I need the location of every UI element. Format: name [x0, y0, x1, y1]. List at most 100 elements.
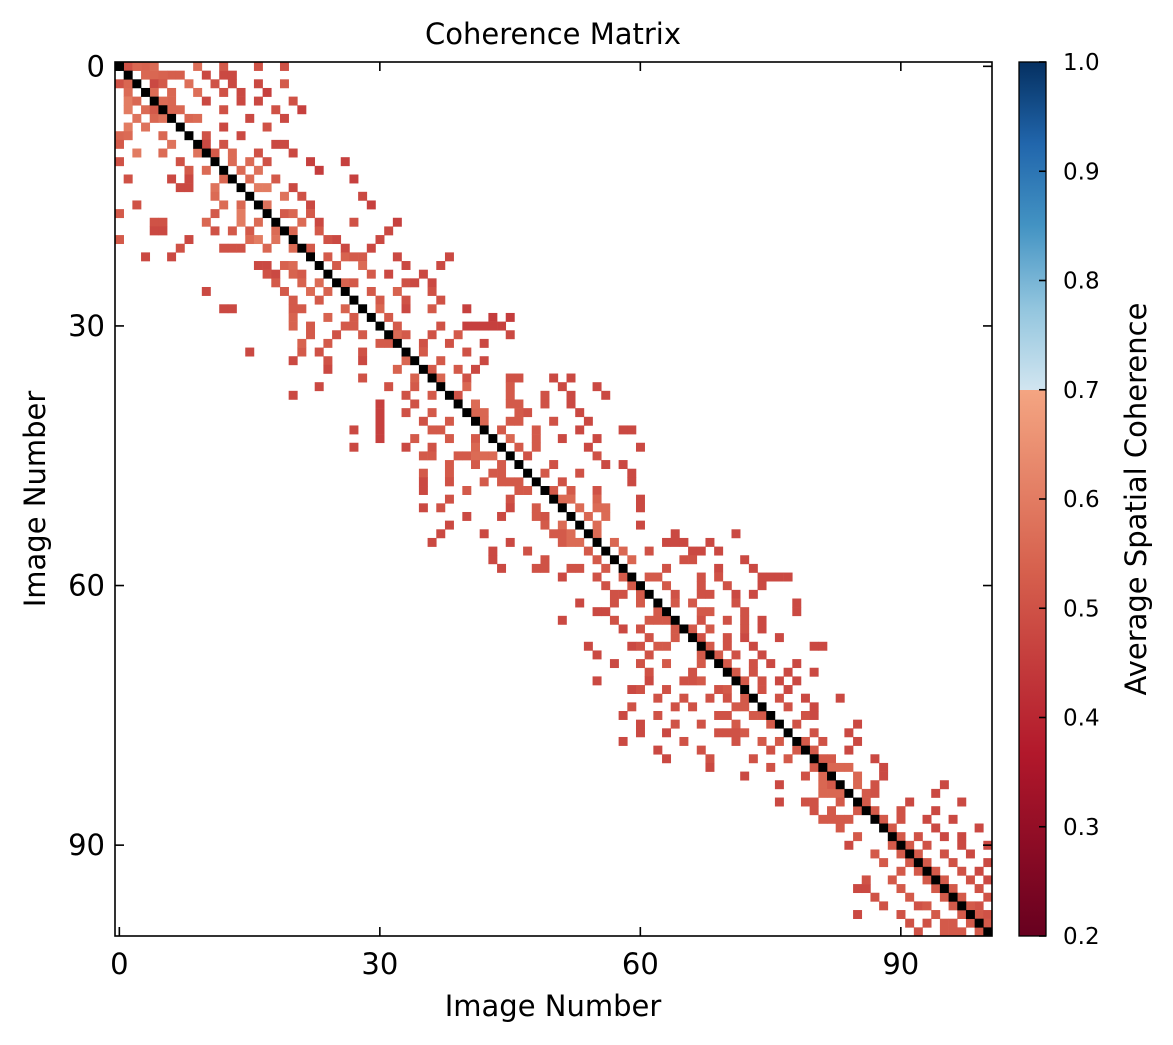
diagonal-cell: [983, 927, 993, 937]
heatmap-cell: [471, 364, 480, 374]
diagonal-cell: [253, 200, 263, 210]
heatmap-cell: [722, 641, 732, 651]
heatmap-cell: [288, 356, 298, 366]
heatmap-cell: [227, 157, 237, 167]
heatmap-cell: [462, 347, 472, 357]
heatmap-cell: [913, 832, 923, 842]
heatmap-cell: [722, 693, 732, 703]
heatmap-cell: [141, 252, 151, 262]
heatmap-cell: [835, 797, 845, 807]
heatmap-cell: [853, 719, 863, 729]
heatmap-cell: [948, 901, 958, 911]
heatmap-cell: [818, 780, 828, 790]
heatmap-cell: [497, 425, 507, 435]
heatmap-cell: [384, 269, 394, 279]
heatmap-cell: [722, 728, 732, 738]
heatmap-cell: [557, 572, 567, 582]
heatmap-cell: [601, 581, 611, 591]
heatmap-cell: [297, 347, 307, 357]
heatmap-cell: [566, 537, 576, 547]
heatmap-cell: [514, 486, 524, 495]
heatmap-cell: [201, 131, 211, 141]
heatmap-cell: [375, 235, 385, 245]
heatmap-cell: [375, 425, 385, 435]
diagonal-cell: [835, 780, 845, 790]
heatmap-cell: [774, 797, 784, 807]
heatmap-cell: [349, 442, 359, 452]
diagonal-cell: [227, 174, 237, 184]
diagonal-cell: [167, 113, 177, 123]
heatmap-cell: [896, 866, 906, 876]
heatmap-cell: [253, 183, 263, 193]
heatmap-cell: [306, 243, 316, 253]
heatmap-cell: [418, 486, 428, 495]
diagonal-cell: [462, 408, 472, 418]
heatmap-cell: [531, 503, 541, 513]
heatmap-cell: [236, 165, 246, 175]
heatmap-cell: [592, 451, 602, 461]
heatmap-cell: [141, 62, 151, 71]
heatmap-cell: [288, 261, 298, 270]
heatmap-cell: [948, 858, 958, 868]
heatmap-cell: [540, 399, 550, 409]
colorbar-label: Average Spatial Coherence: [1119, 303, 1153, 696]
diagonal-cell: [306, 252, 316, 262]
y-axis-label: Image Number: [18, 391, 52, 608]
heatmap-cell: [444, 338, 454, 348]
heatmap-cell: [931, 788, 941, 798]
heatmap-cell: [879, 762, 889, 772]
heatmap-cell: [800, 711, 810, 720]
colorbar-tick-label: 0.8: [1063, 269, 1100, 295]
heatmap-cell: [835, 762, 845, 772]
heatmap-cell: [540, 563, 550, 573]
heatmap-cell: [827, 754, 836, 764]
heatmap-cell: [809, 667, 819, 677]
heatmap-cell: [670, 598, 680, 608]
heatmap-cell: [436, 425, 446, 435]
heatmap-cell: [748, 711, 758, 720]
diagonal-cell: [662, 607, 672, 617]
heatmap-cell: [436, 321, 446, 331]
heatmap-cell: [245, 174, 255, 184]
heatmap-cell: [983, 910, 993, 919]
heatmap-cell: [453, 390, 463, 400]
heatmap-cell: [306, 330, 316, 340]
heatmap-cell: [957, 797, 967, 807]
heatmap-cell: [792, 719, 802, 729]
heatmap-cell: [627, 641, 637, 651]
heatmap-cell: [783, 702, 793, 712]
diagonal-cell: [497, 442, 507, 452]
heatmap-cell: [818, 641, 828, 651]
heatmap-cell: [800, 736, 810, 746]
heatmap-cell: [731, 667, 741, 677]
x-tick-label: 60: [622, 947, 659, 981]
heatmap-cell: [896, 884, 906, 894]
heatmap-cell: [670, 589, 680, 599]
x-tick-label: 90: [882, 947, 919, 981]
heatmap-cell: [566, 373, 576, 383]
heatmap-cell: [566, 563, 576, 573]
heatmap-cell: [175, 70, 185, 80]
diagonal-cell: [731, 676, 741, 686]
heatmap-cell: [149, 79, 159, 89]
heatmap-cell: [410, 399, 420, 409]
heatmap-cell: [418, 416, 428, 426]
heatmap-cell: [957, 840, 967, 850]
heatmap-cell: [766, 572, 776, 582]
heatmap-cell: [583, 416, 593, 426]
heatmap-cell: [123, 79, 133, 89]
heatmap-cell: [392, 330, 402, 340]
heatmap-cell: [662, 659, 672, 669]
heatmap-cell: [505, 416, 515, 426]
diagonal-cell: [870, 814, 880, 824]
y-tick-label: 60: [68, 569, 105, 603]
heatmap-cell: [662, 641, 672, 651]
heatmap-cell: [757, 581, 767, 591]
heatmap-cell: [653, 572, 663, 582]
heatmap-cell: [853, 780, 863, 790]
heatmap-cell: [427, 390, 437, 400]
heatmap-cell: [861, 875, 871, 885]
heatmap-cell: [618, 624, 628, 634]
heatmap-cell: [957, 892, 967, 902]
heatmap-cell: [601, 390, 611, 400]
